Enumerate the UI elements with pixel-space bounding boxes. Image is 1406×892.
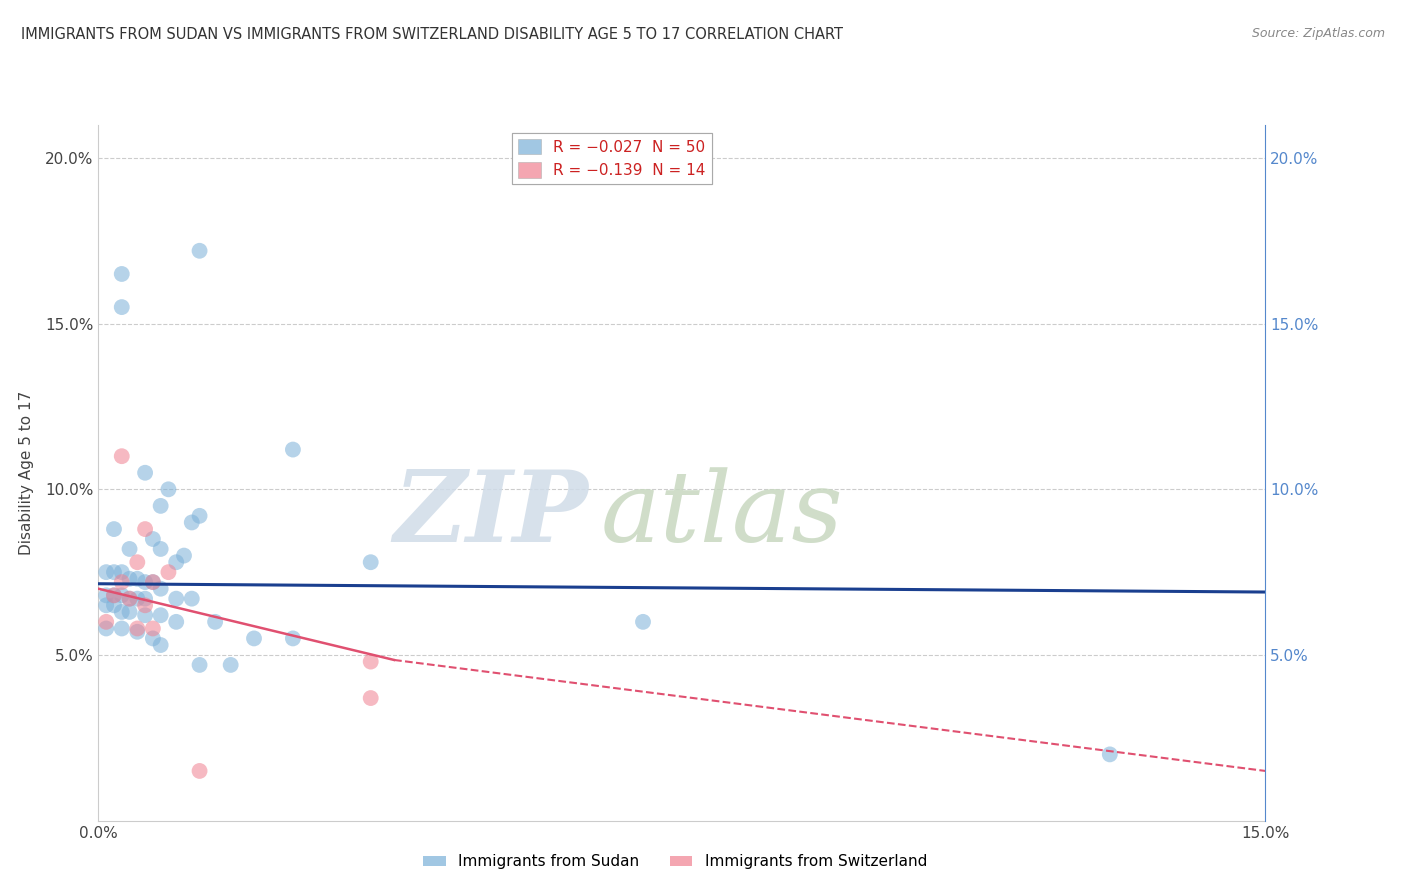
- Point: [360, 655, 382, 669]
- Point: [134, 608, 156, 623]
- Text: IMMIGRANTS FROM SUDAN VS IMMIGRANTS FROM SWITZERLAND DISABILITY AGE 5 TO 17 CORR: IMMIGRANTS FROM SUDAN VS IMMIGRANTS FROM…: [21, 27, 844, 42]
- Point: [149, 638, 172, 652]
- Point: [96, 588, 118, 602]
- Point: [157, 483, 180, 497]
- Point: [243, 632, 266, 646]
- Point: [111, 267, 134, 281]
- Point: [103, 588, 125, 602]
- Point: [118, 541, 141, 556]
- Point: [142, 632, 165, 646]
- Legend: Immigrants from Sudan, Immigrants from Switzerland: Immigrants from Sudan, Immigrants from S…: [416, 848, 934, 875]
- Point: [188, 244, 211, 258]
- Point: [165, 615, 187, 629]
- Point: [149, 499, 172, 513]
- Point: [111, 300, 134, 314]
- Point: [204, 615, 226, 629]
- Point: [1098, 747, 1121, 762]
- Point: [96, 622, 118, 636]
- Point: [111, 575, 134, 590]
- Point: [134, 599, 156, 613]
- Point: [96, 565, 118, 579]
- Point: [111, 449, 134, 463]
- Point: [149, 582, 172, 596]
- Point: [173, 549, 195, 563]
- Point: [180, 516, 202, 530]
- Point: [103, 599, 125, 613]
- Point: [219, 657, 242, 672]
- Text: atlas: atlas: [600, 467, 844, 562]
- Point: [631, 615, 654, 629]
- Point: [103, 565, 125, 579]
- Point: [111, 622, 134, 636]
- Point: [134, 466, 156, 480]
- Point: [142, 532, 165, 546]
- Point: [165, 555, 187, 569]
- Point: [103, 588, 125, 602]
- Point: [142, 622, 165, 636]
- Point: [281, 442, 304, 457]
- Point: [111, 588, 134, 602]
- Point: [360, 691, 382, 706]
- Point: [165, 591, 187, 606]
- Point: [118, 591, 141, 606]
- Point: [149, 608, 172, 623]
- Point: [111, 565, 134, 579]
- Point: [127, 622, 149, 636]
- Point: [360, 555, 382, 569]
- Point: [188, 764, 211, 778]
- Point: [127, 591, 149, 606]
- Point: [149, 541, 172, 556]
- Point: [118, 605, 141, 619]
- Point: [127, 555, 149, 569]
- Point: [188, 657, 211, 672]
- Point: [134, 591, 156, 606]
- Point: [96, 599, 118, 613]
- Point: [103, 522, 125, 536]
- Point: [281, 632, 304, 646]
- Text: ZIP: ZIP: [394, 467, 589, 563]
- Point: [118, 591, 141, 606]
- Point: [127, 572, 149, 586]
- Point: [180, 591, 202, 606]
- Point: [142, 575, 165, 590]
- Point: [134, 522, 156, 536]
- Y-axis label: Disability Age 5 to 17: Disability Age 5 to 17: [20, 391, 34, 555]
- Point: [118, 572, 141, 586]
- Text: Source: ZipAtlas.com: Source: ZipAtlas.com: [1251, 27, 1385, 40]
- Point: [142, 575, 165, 590]
- Point: [188, 508, 211, 523]
- Point: [134, 575, 156, 590]
- Point: [157, 565, 180, 579]
- Point: [111, 605, 134, 619]
- Legend: R = −0.027  N = 50, R = −0.139  N = 14: R = −0.027 N = 50, R = −0.139 N = 14: [512, 133, 711, 185]
- Point: [127, 624, 149, 639]
- Point: [96, 615, 118, 629]
